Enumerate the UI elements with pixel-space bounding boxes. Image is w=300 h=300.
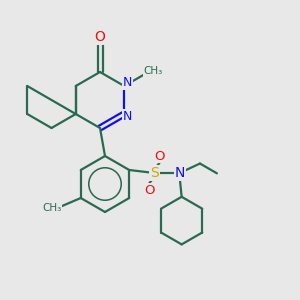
Text: CH₃: CH₃ [43,203,62,213]
Text: O: O [154,149,165,163]
Text: O: O [144,184,155,196]
Text: N: N [175,166,185,180]
Text: O: O [94,30,105,44]
Text: CH₃: CH₃ [143,66,163,76]
Text: N: N [123,76,132,89]
Text: N: N [123,110,132,122]
Text: S: S [150,166,159,180]
